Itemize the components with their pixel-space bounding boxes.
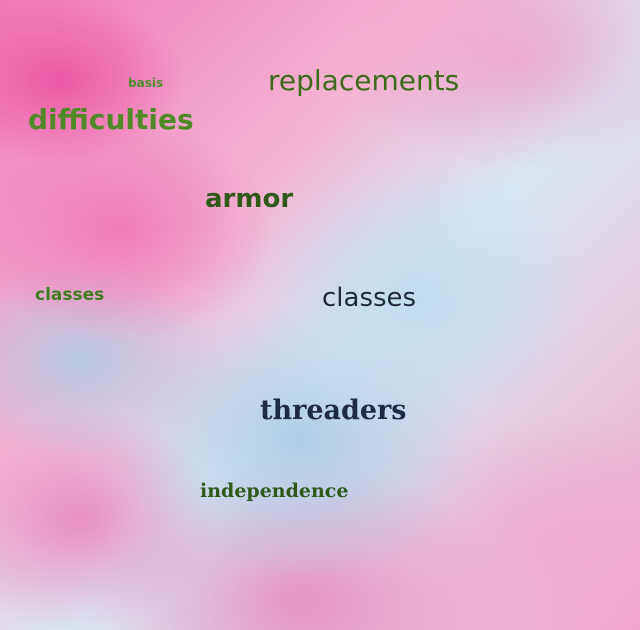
word-classes-large: classes	[322, 283, 417, 313]
word-replacements: replacements	[268, 64, 460, 97]
word-threaders: threaders	[260, 395, 407, 426]
word-difficulties: difficulties	[28, 103, 194, 136]
word-independence: independence	[200, 480, 349, 502]
word-armor: armor	[205, 184, 294, 214]
word-classes-small: classes	[35, 285, 105, 305]
word-basis: basis	[128, 76, 164, 90]
